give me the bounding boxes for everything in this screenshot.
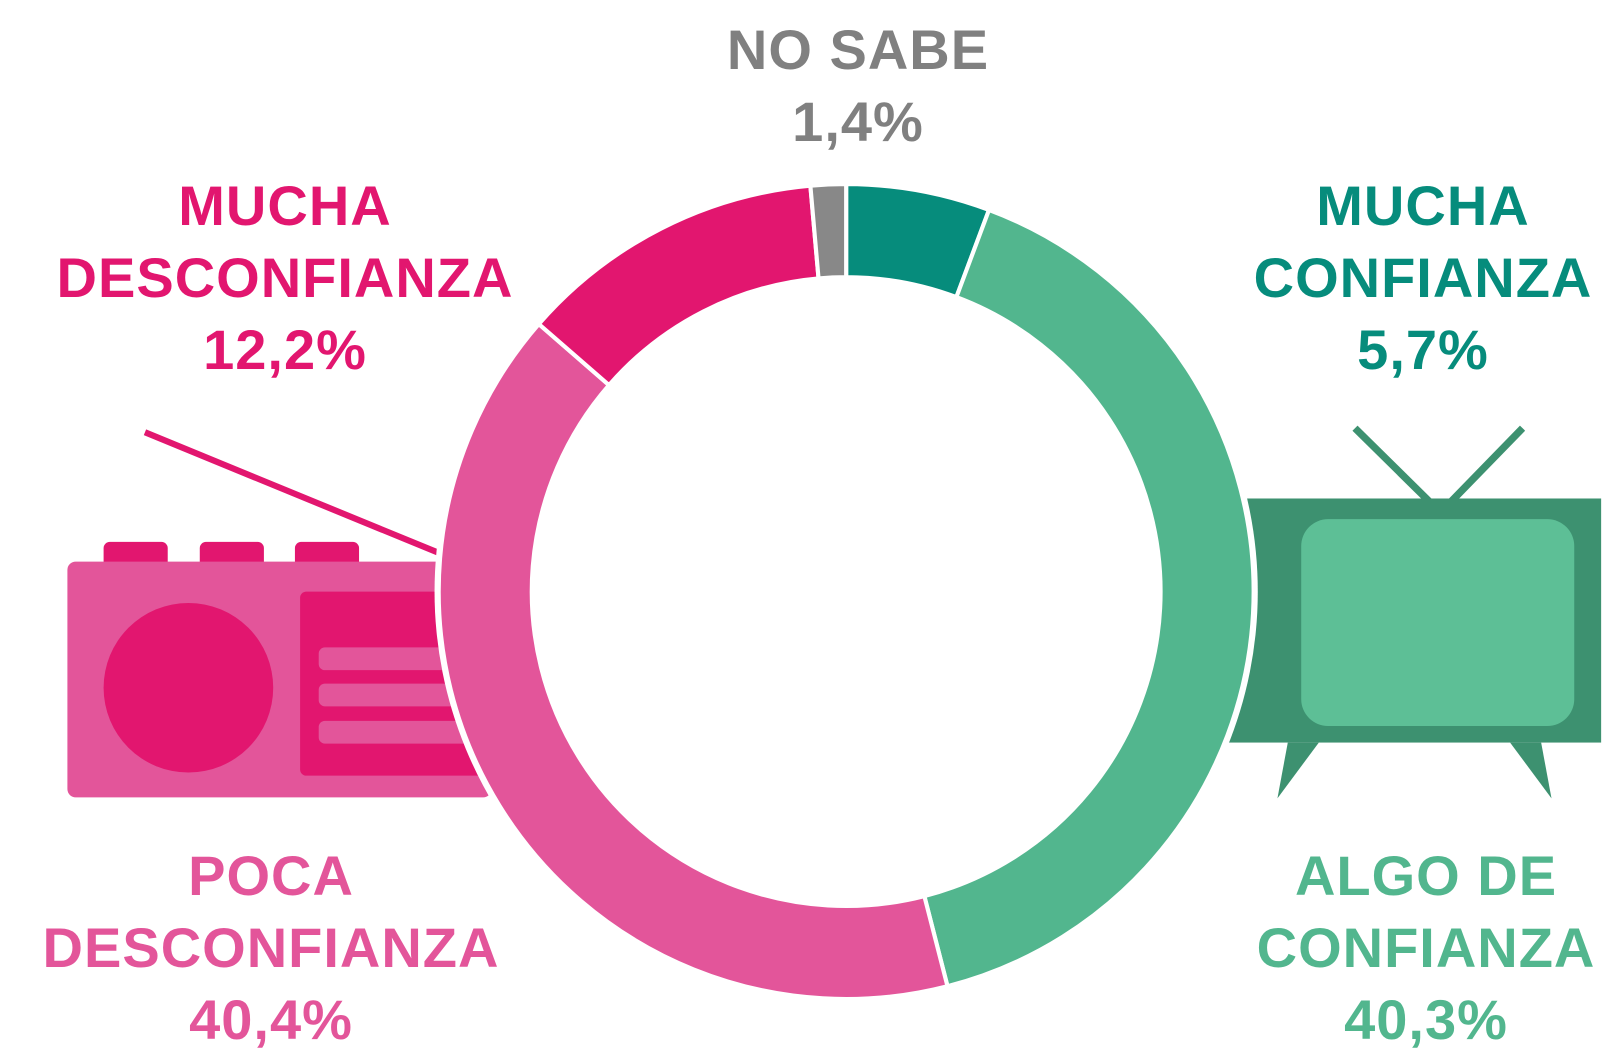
value-label: 12,2%	[203, 318, 367, 381]
ring-backdrop	[434, 179, 1258, 1004]
donut-segment	[436, 321, 951, 1002]
donut-segment	[808, 182, 849, 281]
category-label: NO SABE	[726, 18, 990, 81]
category-label: POCA DESCONFIANZA	[42, 844, 500, 979]
segment-label: POCA DESCONFIANZA 40,4%	[21, 840, 521, 1056]
segment-label: NO SABE 1,4%	[658, 14, 1058, 158]
donut-segment	[921, 207, 1256, 989]
segment-label: MUCHA CONFIANZA 5,7%	[1223, 170, 1622, 386]
value-label: 40,3%	[1344, 988, 1508, 1051]
segment-label: MUCHA DESCONFIANZA 12,2%	[35, 170, 535, 386]
value-label: 1,4%	[792, 90, 924, 153]
segment-label: ALGO DE CONFIANZA 40,3%	[1226, 840, 1622, 1056]
value-label: 5,7%	[1357, 318, 1489, 381]
value-label: 40,4%	[189, 988, 353, 1051]
category-label: MUCHA DESCONFIANZA	[56, 174, 514, 309]
category-label: MUCHA CONFIANZA	[1253, 174, 1593, 309]
category-label: ALGO DE CONFIANZA	[1256, 844, 1596, 979]
tv-icon	[1225, 425, 1602, 799]
radio-icon	[67, 429, 492, 798]
